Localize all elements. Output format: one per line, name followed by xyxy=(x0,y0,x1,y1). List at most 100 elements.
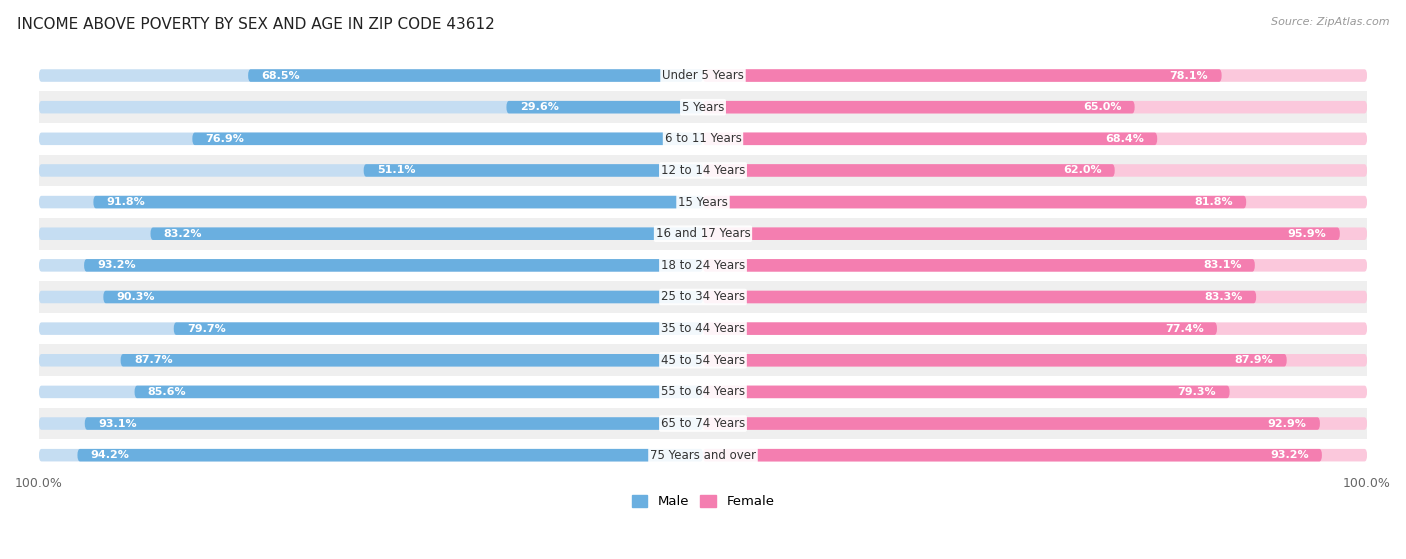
Text: 95.9%: 95.9% xyxy=(1288,229,1326,239)
FancyBboxPatch shape xyxy=(39,386,703,398)
FancyBboxPatch shape xyxy=(703,196,1367,209)
FancyBboxPatch shape xyxy=(703,228,1367,240)
FancyBboxPatch shape xyxy=(703,164,1115,177)
FancyBboxPatch shape xyxy=(703,164,1367,177)
FancyBboxPatch shape xyxy=(193,132,703,145)
FancyBboxPatch shape xyxy=(506,101,703,113)
FancyBboxPatch shape xyxy=(703,354,1286,367)
FancyBboxPatch shape xyxy=(703,417,1367,430)
Bar xyxy=(39,91,1367,123)
Text: 90.3%: 90.3% xyxy=(117,292,155,302)
FancyBboxPatch shape xyxy=(703,196,1246,209)
Text: INCOME ABOVE POVERTY BY SEX AND AGE IN ZIP CODE 43612: INCOME ABOVE POVERTY BY SEX AND AGE IN Z… xyxy=(17,17,495,32)
FancyBboxPatch shape xyxy=(703,449,1322,461)
Text: 51.1%: 51.1% xyxy=(377,165,415,176)
Bar xyxy=(39,60,1367,91)
FancyBboxPatch shape xyxy=(93,196,703,209)
FancyBboxPatch shape xyxy=(703,69,1222,82)
Bar xyxy=(39,123,1367,155)
Text: Under 5 Years: Under 5 Years xyxy=(662,69,744,82)
Text: 93.2%: 93.2% xyxy=(1270,450,1309,460)
Legend: Male, Female: Male, Female xyxy=(626,490,780,514)
Text: 15 Years: 15 Years xyxy=(678,196,728,209)
FancyBboxPatch shape xyxy=(135,386,703,398)
FancyBboxPatch shape xyxy=(39,69,703,82)
Bar xyxy=(39,281,1367,313)
Text: 83.1%: 83.1% xyxy=(1204,260,1241,271)
FancyBboxPatch shape xyxy=(39,259,703,272)
Text: 93.1%: 93.1% xyxy=(98,419,136,429)
Bar xyxy=(39,344,1367,376)
FancyBboxPatch shape xyxy=(39,291,703,304)
Text: 62.0%: 62.0% xyxy=(1063,165,1101,176)
Text: 68.4%: 68.4% xyxy=(1105,134,1144,144)
FancyBboxPatch shape xyxy=(703,69,1367,82)
FancyBboxPatch shape xyxy=(703,101,1367,113)
Text: 6 to 11 Years: 6 to 11 Years xyxy=(665,132,741,145)
FancyBboxPatch shape xyxy=(39,164,703,177)
FancyBboxPatch shape xyxy=(703,132,1157,145)
FancyBboxPatch shape xyxy=(703,354,1367,367)
FancyBboxPatch shape xyxy=(703,291,1367,304)
FancyBboxPatch shape xyxy=(39,101,703,113)
Text: 75 Years and over: 75 Years and over xyxy=(650,449,756,462)
Text: 92.9%: 92.9% xyxy=(1268,419,1306,429)
Text: 93.2%: 93.2% xyxy=(97,260,136,271)
FancyBboxPatch shape xyxy=(703,228,1340,240)
Text: 76.9%: 76.9% xyxy=(205,134,245,144)
Text: 85.6%: 85.6% xyxy=(148,387,187,397)
Text: 55 to 64 Years: 55 to 64 Years xyxy=(661,385,745,399)
FancyBboxPatch shape xyxy=(703,449,1367,461)
Text: 35 to 44 Years: 35 to 44 Years xyxy=(661,322,745,335)
FancyBboxPatch shape xyxy=(39,417,703,430)
Text: 87.9%: 87.9% xyxy=(1234,356,1274,365)
FancyBboxPatch shape xyxy=(247,69,703,82)
FancyBboxPatch shape xyxy=(703,259,1254,272)
Bar xyxy=(39,218,1367,249)
FancyBboxPatch shape xyxy=(703,132,1367,145)
Text: 83.3%: 83.3% xyxy=(1205,292,1243,302)
FancyBboxPatch shape xyxy=(703,323,1367,335)
Text: 83.2%: 83.2% xyxy=(163,229,202,239)
Text: 78.1%: 78.1% xyxy=(1170,70,1208,80)
FancyBboxPatch shape xyxy=(703,386,1367,398)
Text: 16 and 17 Years: 16 and 17 Years xyxy=(655,227,751,240)
FancyBboxPatch shape xyxy=(703,417,1320,430)
FancyBboxPatch shape xyxy=(39,354,703,367)
FancyBboxPatch shape xyxy=(703,386,1230,398)
Bar xyxy=(39,313,1367,344)
FancyBboxPatch shape xyxy=(703,323,1218,335)
FancyBboxPatch shape xyxy=(703,291,1256,304)
FancyBboxPatch shape xyxy=(39,449,703,461)
FancyBboxPatch shape xyxy=(703,259,1367,272)
Bar xyxy=(39,186,1367,218)
Text: Source: ZipAtlas.com: Source: ZipAtlas.com xyxy=(1271,17,1389,27)
Text: 91.8%: 91.8% xyxy=(107,197,145,207)
Text: 68.5%: 68.5% xyxy=(262,70,299,80)
Text: 65 to 74 Years: 65 to 74 Years xyxy=(661,417,745,430)
Text: 65.0%: 65.0% xyxy=(1083,102,1122,112)
Text: 18 to 24 Years: 18 to 24 Years xyxy=(661,259,745,272)
Bar xyxy=(39,376,1367,408)
FancyBboxPatch shape xyxy=(39,323,703,335)
Text: 25 to 34 Years: 25 to 34 Years xyxy=(661,291,745,304)
FancyBboxPatch shape xyxy=(84,417,703,430)
Bar xyxy=(39,408,1367,439)
FancyBboxPatch shape xyxy=(77,449,703,461)
Text: 12 to 14 Years: 12 to 14 Years xyxy=(661,164,745,177)
Text: 5 Years: 5 Years xyxy=(682,101,724,113)
Bar xyxy=(39,249,1367,281)
Text: 45 to 54 Years: 45 to 54 Years xyxy=(661,354,745,367)
FancyBboxPatch shape xyxy=(84,259,703,272)
FancyBboxPatch shape xyxy=(39,228,703,240)
FancyBboxPatch shape xyxy=(174,323,703,335)
FancyBboxPatch shape xyxy=(39,132,703,145)
Bar xyxy=(39,155,1367,186)
FancyBboxPatch shape xyxy=(121,354,703,367)
Text: 79.3%: 79.3% xyxy=(1178,387,1216,397)
FancyBboxPatch shape xyxy=(39,196,703,209)
Text: 77.4%: 77.4% xyxy=(1166,324,1204,334)
Text: 29.6%: 29.6% xyxy=(520,102,558,112)
Text: 94.2%: 94.2% xyxy=(91,450,129,460)
FancyBboxPatch shape xyxy=(703,101,1135,113)
